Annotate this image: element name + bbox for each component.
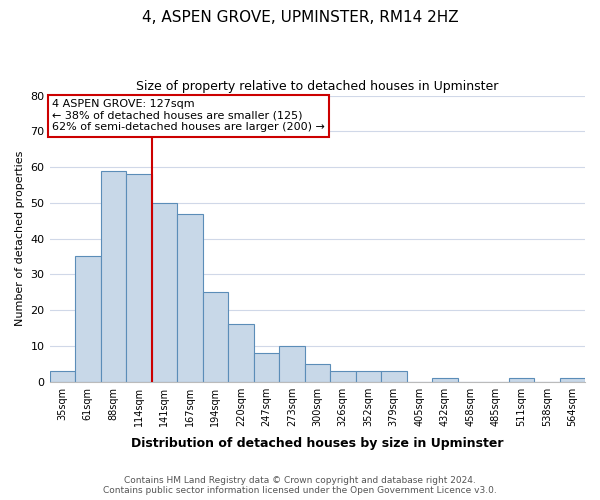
Bar (177, 214, 203, 382)
Bar (509, 378, 534, 382)
Bar (381, 371, 407, 382)
Text: 4, ASPEN GROVE, UPMINSTER, RM14 2HZ: 4, ASPEN GROVE, UPMINSTER, RM14 2HZ (142, 10, 458, 25)
Title: Size of property relative to detached houses in Upminster: Size of property relative to detached ho… (136, 80, 499, 93)
Bar (126, 174, 152, 382)
Y-axis label: Number of detached properties: Number of detached properties (15, 151, 25, 326)
Bar (101, 170, 126, 382)
Bar (50, 371, 75, 382)
Bar (203, 292, 228, 382)
Bar (279, 346, 305, 382)
Bar (560, 378, 585, 382)
Bar (330, 371, 356, 382)
Bar (356, 371, 381, 382)
Bar (228, 324, 254, 382)
Bar (432, 378, 458, 382)
Text: Contains HM Land Registry data © Crown copyright and database right 2024.
Contai: Contains HM Land Registry data © Crown c… (103, 476, 497, 495)
Bar (305, 364, 330, 382)
Bar (254, 353, 279, 382)
Bar (152, 203, 177, 382)
Text: 4 ASPEN GROVE: 127sqm
← 38% of detached houses are smaller (125)
62% of semi-det: 4 ASPEN GROVE: 127sqm ← 38% of detached … (52, 99, 325, 132)
X-axis label: Distribution of detached houses by size in Upminster: Distribution of detached houses by size … (131, 437, 503, 450)
Bar (75, 256, 101, 382)
